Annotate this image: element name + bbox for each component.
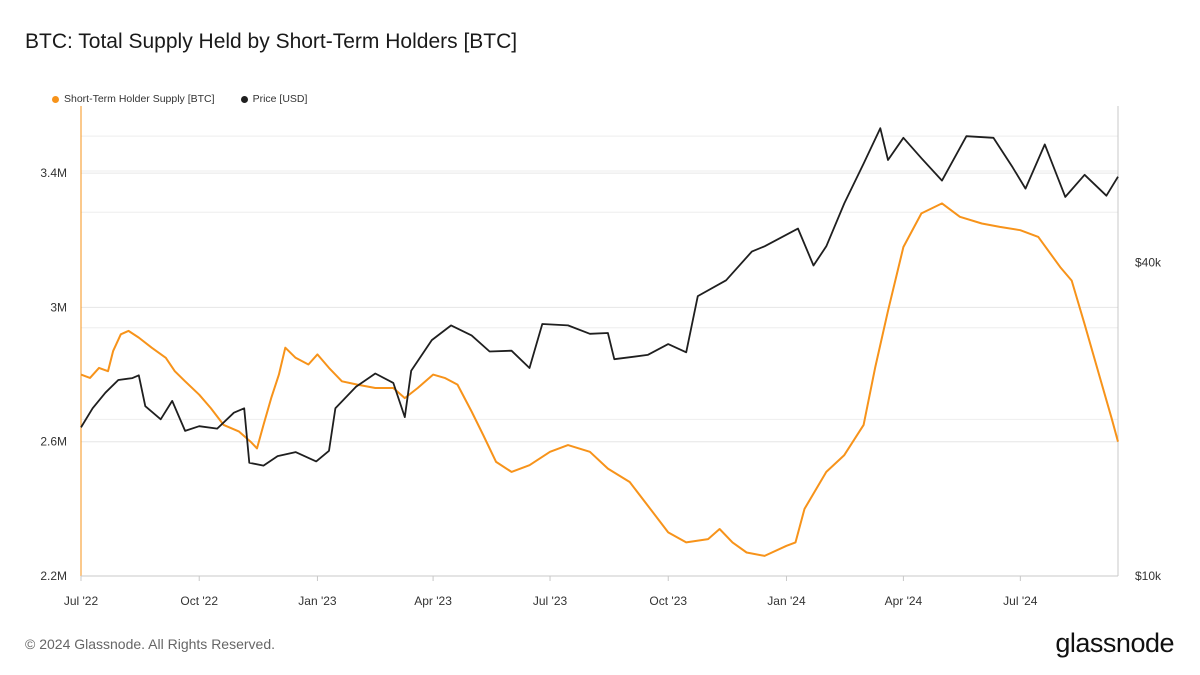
x-tick-label: Apr '24 (885, 594, 923, 608)
series-line-price (80, 127, 1119, 467)
copyright-footer: © 2024 Glassnode. All Rights Reserved. (25, 636, 276, 652)
x-tick-label: Jan '23 (298, 594, 337, 608)
x-tick-label: Oct '23 (649, 594, 687, 608)
x-tick-label: Jul '24 (1003, 594, 1038, 608)
y-right-tick-label: $10k (1135, 569, 1162, 583)
x-tick-label: Jul '23 (533, 594, 568, 608)
series-line-short-term-holder-supply (80, 202, 1119, 557)
legend-swatch-supply (52, 95, 59, 103)
y-right-tick-label: $40k (1135, 256, 1162, 270)
legend-label-supply: Short-Term Holder Supply [BTC] (64, 93, 215, 105)
x-tick-label: Apr '23 (414, 594, 452, 608)
chart-title: BTC: Total Supply Held by Short-Term Hol… (25, 30, 518, 53)
legend-swatch-price (240, 95, 248, 103)
x-tick-label: Jul '22 (64, 594, 99, 608)
glassnode-logo: glassnode (1055, 628, 1174, 658)
legend-label-price: Price [USD] (252, 93, 308, 105)
grid-lines (81, 135, 1118, 577)
y-left-tick-label: 2.2M (40, 569, 67, 583)
y-left-tick-label: 2.6M (40, 435, 67, 449)
axis-ticks: 2.2M 2.6M 3M 3.4M $10k $40k Jul '22 Oct '22 Jan … (40, 166, 1162, 608)
x-tick-label: Jan '24 (767, 594, 806, 608)
y-left-tick-label: 3M (50, 300, 67, 314)
legend-item-price[interactable]: Price [USD] (240, 93, 308, 105)
y-left-tick-label: 3.4M (40, 166, 67, 180)
chart-legend: Short-Term Holder Supply [BTC] Price [US… (52, 93, 307, 105)
legend-item-supply[interactable]: Short-Term Holder Supply [BTC] (52, 93, 215, 105)
x-tick-label: Oct '22 (180, 594, 218, 608)
